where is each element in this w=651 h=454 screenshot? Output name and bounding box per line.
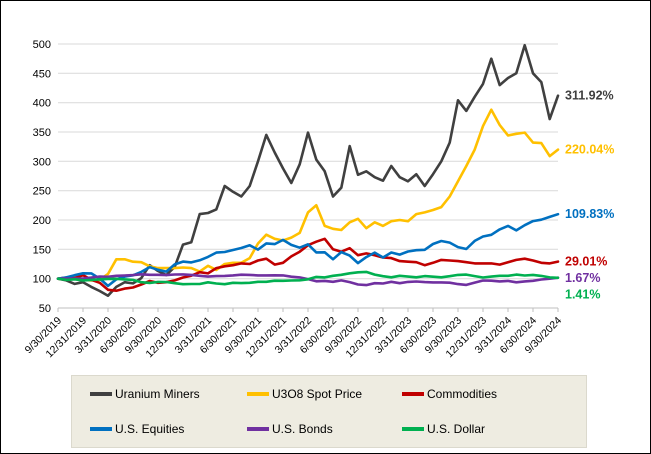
legend-swatch-u-s-bonds	[247, 427, 269, 431]
axes	[57, 307, 559, 312]
series-line-u3o8-spot-price	[56, 108, 560, 282]
y-axis-tick-label: 450	[33, 68, 51, 80]
legend-swatch-uranium-miners	[90, 392, 112, 396]
chart-legend: Uranium Miners U3O8 Spot Price Commodities…	[71, 375, 587, 448]
legend-swatch-u3o8-spot-price	[247, 392, 269, 396]
legend-item-label: U3O8 Spot Price	[272, 387, 363, 401]
series-end-labels: 311.92% 220.04% 109.83% 29.01% 1.67% 1.41%	[565, 89, 614, 302]
end-label-commodities: 29.01%	[565, 255, 607, 269]
y-axis-tick-label: 50	[39, 303, 51, 315]
legend-item-u-s-equities: U.S. Equities	[90, 422, 247, 436]
legend-item-label: U.S. Bonds	[272, 422, 333, 436]
end-label-u-s-equities: 109.83%	[565, 207, 614, 221]
end-label-uranium-miners: 311.92%	[565, 89, 614, 103]
legend-item-u3o8-spot-price: U3O8 Spot Price	[247, 387, 402, 401]
legend-item-label: U.S. Dollar	[427, 422, 486, 436]
legend-item-u-s-dollar: U.S. Dollar	[402, 422, 586, 436]
end-label-u3o8-spot-price: 220.04%	[565, 143, 614, 157]
series-line-uranium-miners	[56, 43, 560, 298]
y-axis-tick-label: 100	[33, 274, 51, 286]
legend-item-uranium-miners: Uranium Miners	[90, 387, 247, 401]
y-axis-tick-label: 250	[33, 186, 51, 198]
legend-row: Uranium Miners U3O8 Spot Price Commodities	[90, 381, 586, 407]
series-line-u-s-dollar	[56, 270, 560, 286]
price-chart-svg: 50 100 150 200 250 300 350 400 450 500 9/30/201912…	[23, 39, 615, 361]
legend-item-label: U.S. Equities	[115, 422, 185, 436]
y-axis-tick-label: 500	[33, 39, 51, 51]
legend-item-u-s-bonds: U.S. Bonds	[247, 422, 402, 436]
legend-swatch-u-s-equities	[90, 427, 112, 431]
legend-item-label: Commodities	[427, 387, 498, 401]
legend-item-label: Uranium Miners	[115, 387, 200, 401]
series-lines	[56, 43, 560, 298]
y-axis-tick-label: 300	[33, 156, 51, 168]
end-label-u-s-dollar: 1.41%	[565, 288, 600, 302]
series-line-u-s-equities	[56, 212, 560, 288]
legend-row: U.S. Equities U.S. Bonds U.S. Dollar	[90, 416, 586, 442]
legend-swatch-commodities	[402, 392, 424, 396]
y-axis-tick-label: 150	[33, 244, 51, 256]
x-axis-labels: 9/30/201912/31/20193/31/20206/30/20209/3…	[23, 315, 565, 361]
y-axis-tick-label: 200	[33, 215, 51, 227]
y-axis-labels: 50 100 150 200 250 300 350 400 450 500	[33, 39, 51, 315]
y-axis-tick-label: 400	[33, 98, 51, 110]
y-axis-tick-label: 350	[33, 127, 51, 139]
legend-item-commodities: Commodities	[402, 387, 586, 401]
end-label-u-s-bonds: 1.67%	[565, 271, 600, 285]
legend-swatch-u-s-dollar	[402, 427, 424, 431]
